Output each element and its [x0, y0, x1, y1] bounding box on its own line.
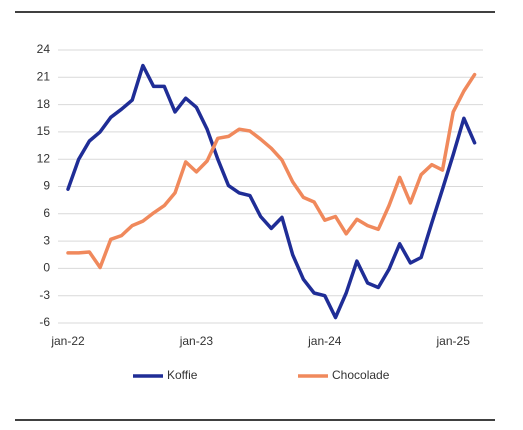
legend-label: Chocolade	[332, 368, 390, 382]
x-tick-label: jan-22	[50, 334, 85, 348]
x-tick-label: jan-25	[436, 334, 471, 348]
legend-label: Koffie	[167, 368, 198, 382]
y-tick-label: 9	[43, 179, 50, 193]
y-tick-label: 15	[37, 124, 51, 138]
y-tick-label: 18	[37, 97, 51, 111]
x-tick-label: jan-24	[307, 334, 342, 348]
y-tick-label: 0	[43, 261, 50, 275]
y-tick-label: 24	[37, 42, 51, 56]
y-tick-label: 6	[43, 206, 50, 220]
y-tick-label: 3	[43, 233, 50, 247]
y-tick-label: -3	[39, 288, 50, 302]
y-tick-label: 12	[37, 151, 51, 165]
line-series	[66, 72, 477, 270]
x-tick-label: jan-23	[179, 334, 214, 348]
y-tick-label: -6	[39, 315, 50, 329]
line-series	[66, 63, 477, 320]
y-tick-label: 21	[37, 69, 51, 83]
